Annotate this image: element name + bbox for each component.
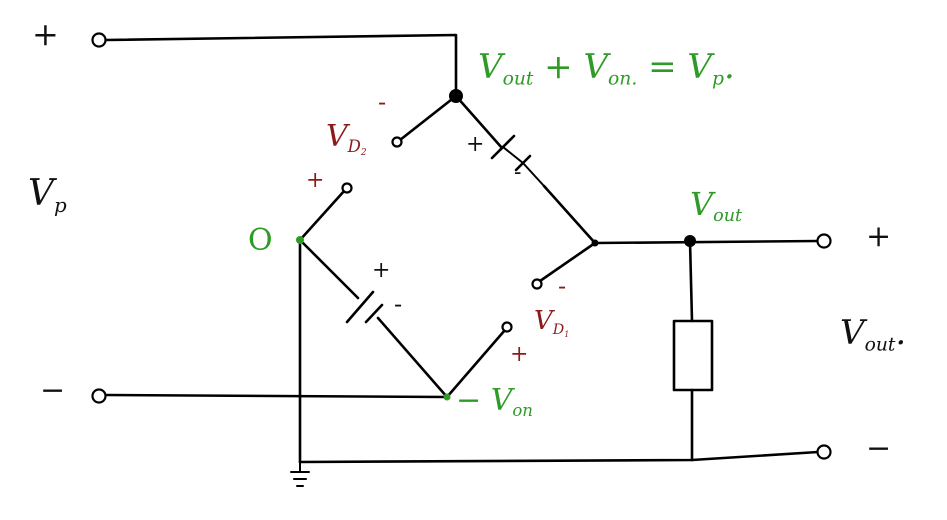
- eq-v1: V: [478, 47, 503, 87]
- ground-symbol: [290, 461, 310, 487]
- battery-top-minus: -: [514, 160, 522, 185]
- wire-left-battery-a: [298, 238, 360, 300]
- eq-tail: .: [723, 47, 735, 87]
- output-voltage-label: Vout.: [840, 316, 906, 355]
- battery-left-long-plate: [345, 290, 375, 324]
- eq-out: out: [502, 68, 534, 90]
- input-voltage-label: Vp: [28, 176, 67, 216]
- diode-d2-sub-index: 2: [360, 147, 367, 158]
- diode-d2-sub: D2: [347, 136, 367, 158]
- terminal-input-plus[interactable]: [91, 32, 107, 48]
- node-vout-sub: out: [713, 206, 743, 227]
- output-plus-sign: +: [866, 219, 892, 254]
- wire-to-output: [593, 239, 820, 245]
- output-voltage-sub: out: [864, 334, 896, 356]
- node-top: [449, 89, 463, 103]
- wire-input-top: [104, 33, 458, 98]
- battery-left-plus: +: [372, 258, 391, 283]
- load-resistor: [672, 319, 714, 392]
- wire-top-battery-b: [542, 184, 597, 245]
- diode-d1-label: VD1: [534, 308, 569, 339]
- wire-load-top: [688, 239, 694, 323]
- eq-equals: =: [648, 47, 677, 87]
- wire-output-bottom: [298, 450, 820, 464]
- battery-top-plus: +: [466, 132, 485, 157]
- wire-top-battery-a: [454, 94, 504, 150]
- diode-d1-sub: D1: [553, 322, 569, 338]
- eq-on: on.: [608, 68, 638, 90]
- output-voltage-main: V: [840, 313, 865, 353]
- switch-d1-contact-bottom: [501, 321, 513, 333]
- switch-d2-blade: [398, 94, 458, 142]
- node-vminus-sign: −: [456, 383, 482, 418]
- diode-d2-minus: -: [378, 88, 387, 116]
- node-vout-label: Vout: [690, 188, 742, 226]
- eq-plus: +: [544, 47, 573, 87]
- eq-v2: V: [583, 47, 609, 87]
- switch-d1-blade: [538, 241, 597, 283]
- diode-d2-main: V: [326, 119, 348, 154]
- node-right: [591, 239, 599, 247]
- equation: Vout + Von. = Vp.: [478, 50, 735, 89]
- diode-d2-plus: +: [306, 168, 325, 193]
- diode-d1-sub-index: 1: [564, 329, 570, 339]
- switch-d1-contact-top: [531, 278, 543, 290]
- node-vminus-label: − Von: [456, 386, 533, 419]
- switch-d2-lower-arm: [298, 188, 347, 242]
- battery-top-lead: [502, 146, 545, 187]
- diode-d1-minus: -: [558, 272, 567, 300]
- terminal-output-plus[interactable]: [816, 233, 832, 249]
- node-vminus-sub: on: [512, 400, 533, 420]
- terminal-input-minus[interactable]: [91, 388, 107, 404]
- output-voltage-tail: .: [895, 313, 907, 353]
- wire-input-bottom: [104, 393, 449, 399]
- input-voltage-main: V: [28, 173, 54, 214]
- switch-d1-lower-arm: [445, 328, 507, 399]
- eq-v3: V: [687, 47, 712, 87]
- switch-d2-contact-top: [391, 136, 403, 148]
- diode-d2-label: VD2: [326, 122, 367, 158]
- diode-d2-sub-letter: D: [347, 136, 361, 156]
- switch-d2-contact-bottom: [341, 182, 353, 194]
- input-voltage-sub: p: [54, 193, 67, 217]
- output-minus-sign: −: [866, 431, 892, 466]
- node-vout: [684, 235, 696, 247]
- diode-d1-plus: +: [510, 342, 529, 367]
- battery-left-minus: -: [394, 290, 403, 318]
- node-zero: [296, 236, 304, 244]
- input-minus-sign: −: [40, 373, 66, 408]
- terminal-output-minus[interactable]: [816, 444, 832, 460]
- node-vminus-main: V: [490, 383, 513, 418]
- input-plus-sign: +: [32, 15, 59, 53]
- eq-p: p: [711, 68, 724, 90]
- diode-d1-sub-letter: D: [552, 322, 565, 338]
- node-zero-label: O: [248, 223, 273, 258]
- battery-left-short-plate: [364, 303, 384, 324]
- wire-left-battery-b: [376, 316, 449, 399]
- diode-d1-main: V: [534, 306, 553, 336]
- node-bottom: [443, 393, 451, 401]
- node-vout-main: V: [690, 185, 714, 223]
